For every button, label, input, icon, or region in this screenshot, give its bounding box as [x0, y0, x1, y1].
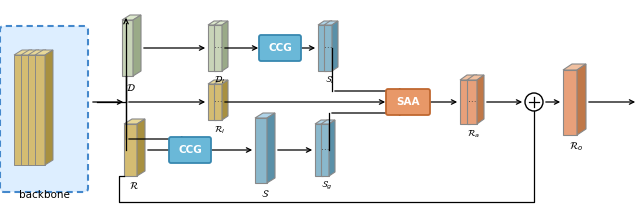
Polygon shape: [208, 84, 216, 120]
Text: $\mathcal{D}$: $\mathcal{D}$: [126, 82, 136, 93]
FancyBboxPatch shape: [169, 137, 211, 163]
Polygon shape: [324, 21, 338, 25]
Polygon shape: [35, 55, 45, 165]
Polygon shape: [216, 21, 222, 71]
Text: ...: ...: [321, 143, 330, 152]
Polygon shape: [208, 80, 222, 84]
Text: $\mathcal{D}_l$: $\mathcal{D}_l$: [214, 75, 225, 87]
Polygon shape: [315, 120, 329, 124]
Polygon shape: [577, 64, 586, 135]
Polygon shape: [324, 25, 332, 71]
Text: ...: ...: [214, 42, 222, 50]
Text: $\mathcal{S}$: $\mathcal{S}$: [260, 188, 269, 199]
Text: SAA: SAA: [396, 97, 420, 107]
Polygon shape: [477, 75, 484, 124]
Polygon shape: [318, 21, 332, 25]
Polygon shape: [563, 70, 577, 135]
Polygon shape: [208, 25, 216, 71]
Text: ...: ...: [468, 96, 476, 105]
Text: $\mathcal{R}_a$: $\mathcal{R}_a$: [467, 128, 481, 140]
Polygon shape: [315, 124, 323, 176]
Polygon shape: [122, 15, 141, 20]
Polygon shape: [321, 120, 335, 124]
Polygon shape: [255, 118, 267, 183]
FancyBboxPatch shape: [0, 26, 88, 192]
Polygon shape: [24, 50, 32, 165]
Polygon shape: [137, 119, 145, 176]
Polygon shape: [14, 55, 24, 165]
Polygon shape: [214, 84, 222, 120]
Polygon shape: [28, 50, 46, 55]
Polygon shape: [133, 15, 141, 76]
Polygon shape: [208, 21, 222, 25]
Text: ...: ...: [214, 96, 222, 105]
Text: $\mathcal{S}_g$: $\mathcal{S}_g$: [321, 180, 333, 192]
Text: $\mathcal{S}_l$: $\mathcal{S}_l$: [325, 75, 335, 87]
Polygon shape: [467, 80, 477, 124]
Polygon shape: [470, 75, 477, 124]
Polygon shape: [214, 25, 222, 71]
Polygon shape: [38, 50, 46, 165]
Polygon shape: [460, 75, 477, 80]
Text: $\mathcal{R}_l$: $\mathcal{R}_l$: [214, 124, 226, 136]
Text: ...: ...: [324, 42, 332, 50]
Polygon shape: [326, 21, 332, 71]
Polygon shape: [21, 50, 39, 55]
Text: CCG: CCG: [268, 43, 292, 53]
Polygon shape: [267, 113, 275, 183]
Polygon shape: [214, 21, 228, 25]
Polygon shape: [35, 50, 53, 55]
Text: CCG: CCG: [178, 145, 202, 155]
Polygon shape: [323, 120, 329, 176]
Polygon shape: [255, 113, 275, 118]
Polygon shape: [14, 50, 32, 55]
Text: $\mathcal{R}$: $\mathcal{R}$: [129, 180, 139, 191]
Text: $\mathcal{R}_o$: $\mathcal{R}_o$: [569, 140, 583, 153]
Polygon shape: [332, 21, 338, 71]
Polygon shape: [222, 80, 228, 120]
Polygon shape: [31, 50, 39, 165]
Circle shape: [525, 93, 543, 111]
Text: backbone: backbone: [19, 190, 69, 200]
Polygon shape: [563, 64, 586, 70]
Polygon shape: [21, 55, 31, 165]
Polygon shape: [124, 124, 137, 176]
Polygon shape: [329, 120, 335, 176]
Polygon shape: [45, 50, 53, 165]
Polygon shape: [318, 25, 326, 71]
Polygon shape: [216, 80, 222, 120]
Polygon shape: [124, 119, 145, 124]
FancyBboxPatch shape: [259, 35, 301, 61]
Polygon shape: [460, 80, 470, 124]
Polygon shape: [222, 21, 228, 71]
Polygon shape: [467, 75, 484, 80]
Polygon shape: [321, 124, 329, 176]
Polygon shape: [28, 55, 38, 165]
FancyBboxPatch shape: [386, 89, 430, 115]
Polygon shape: [214, 80, 228, 84]
Polygon shape: [122, 20, 133, 76]
